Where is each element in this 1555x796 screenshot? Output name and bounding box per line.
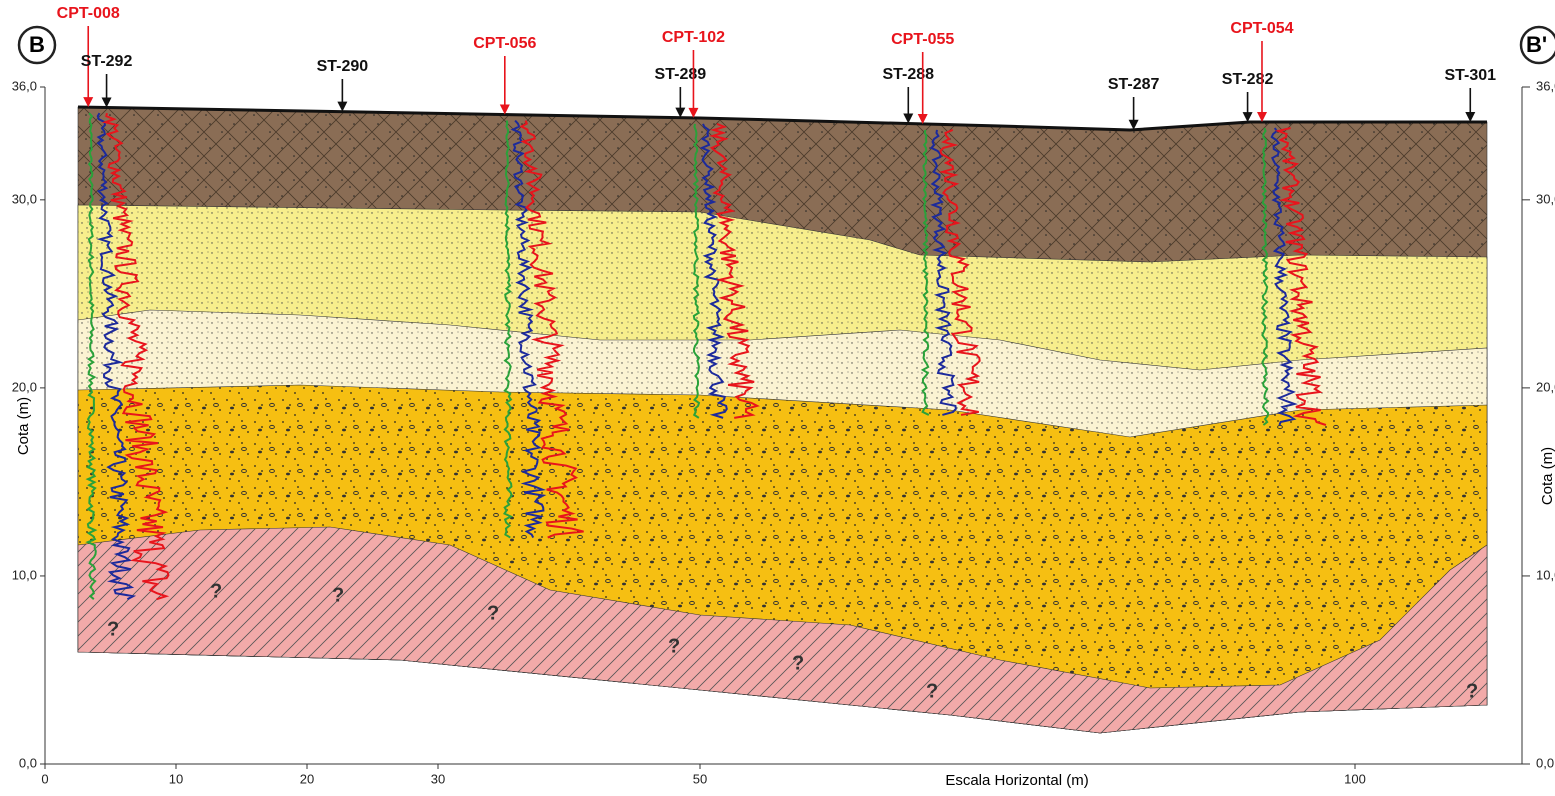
y-tick-label: 10,0 [12,567,37,582]
cross-section: ? ? ? ? ? ? ? ? B B' Cota (m) Cota (m) E… [0,0,1555,796]
x-tick-label: 30 [431,771,445,786]
question-mark: ? [107,618,119,640]
y-axis-label-right: Cota (m) [1539,447,1555,505]
x-tick-label: 10 [169,771,183,786]
y-tick-label: 30,0 [12,191,37,206]
x-tick-label: 20 [300,771,314,786]
x-tick-label: 100 [1344,771,1366,786]
question-mark: ? [332,584,344,606]
question-mark: ? [1466,680,1478,702]
question-mark: ? [487,602,499,624]
x-tick-label: 0 [41,771,48,786]
y-tick-label: 36,0 [12,78,37,93]
y-tick-label-right: 10,0 [1536,567,1555,582]
question-mark: ? [926,680,938,702]
borehole-label: CPT-054 [1230,20,1293,37]
borehole-label: CPT-102 [662,29,725,46]
y-tick-label-right: 36,0 [1536,78,1555,93]
x-axis-label: Escala Horizontal (m) [945,772,1088,789]
borehole-label: ST-290 [317,58,369,75]
borehole-label: CPT-055 [891,31,954,48]
x-tick-label: 50 [693,771,707,786]
borehole-label: CPT-008 [57,5,120,22]
question-mark: ? [668,635,680,657]
y-tick-label-right: 0,0 [1536,755,1554,770]
borehole-label: ST-282 [1222,71,1274,88]
question-mark: ? [792,652,804,674]
y-tick-label-right: 30,0 [1536,191,1555,206]
y-tick-label: 0,0 [19,755,37,770]
y-tick-label: 20,0 [12,379,37,394]
y-tick-label-right: 20,0 [1536,379,1555,394]
borehole-label: ST-288 [882,66,934,83]
borehole-label: CPT-056 [473,35,536,52]
section-markers: B B' [19,27,1555,63]
borehole-label: ST-287 [1108,76,1160,93]
borehole-label: ST-289 [655,66,707,83]
borehole-label: ST-292 [81,53,133,70]
question-mark: ? [210,580,222,602]
section-start: B [29,32,45,57]
y-axis-label: Cota (m) [15,397,32,455]
section-end: B' [1526,32,1547,57]
borehole-label: ST-301 [1444,67,1496,84]
